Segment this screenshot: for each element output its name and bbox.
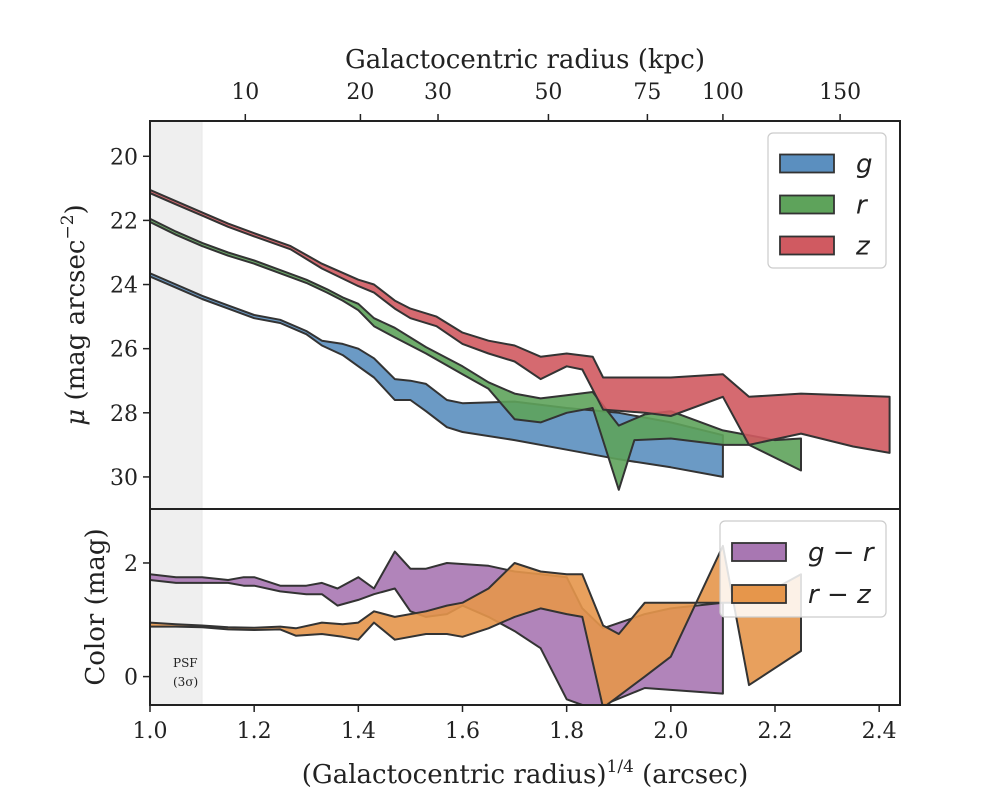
x-axis-label-sup: 1/4 (607, 757, 634, 777)
x-axis-label-unit: (arcsec) (634, 760, 748, 790)
top-legend-swatch-2 (779, 235, 835, 256)
top-y-tick-label-24: 24 (110, 274, 138, 299)
band-z (150, 188, 891, 454)
x-axis-label-base: (Galactocentric radius) (302, 760, 607, 790)
bottom-legend-label-0: g − r (808, 538, 876, 568)
bottom-legend: g − r r − z (719, 520, 887, 618)
bottom-legend-label-1: r − z (808, 580, 872, 610)
bottom-panel-frame (149, 508, 901, 706)
x-tick-label-1.8: 1.8 (549, 719, 584, 744)
x-axis-label: (Galactocentric radius)1/4 (arcsec) (302, 757, 748, 790)
x-tick-label-2.2: 2.2 (758, 719, 793, 744)
top-y-tick-label-28: 28 (110, 402, 138, 427)
top-legend-label-1: r (856, 191, 869, 221)
top-legend-label-0: g (856, 150, 873, 180)
top-legend-swatch-0 (779, 153, 835, 174)
kpc-tick-label-100: 100 (702, 80, 744, 105)
surface-brightness-panel: 20 22 24 26 28 30 grz (110, 120, 901, 515)
top-legend: grz (767, 132, 887, 269)
band-r (150, 217, 802, 491)
bottom-x-axis-ticks: 1.0 1.2 1.4 1.6 1.8 2.0 2.2 2.4 (133, 705, 897, 744)
top-y-axis-label: μ (mag arcsec−2) (58, 204, 91, 425)
kpc-tick-label-75: 75 (633, 80, 661, 105)
bottom-legend-swatch-0 (731, 542, 787, 562)
top-y-axis-ticks: 20 22 24 26 28 30 (110, 145, 150, 491)
x-tick-label-2.4: 2.4 (862, 719, 897, 744)
psf-region-top (149, 120, 203, 510)
color-panel: 02 1.0 1.2 1.4 1.6 1.8 2.0 2.2 2.4 g − rr − z P… (124, 508, 901, 744)
top-y-tick-label-20: 20 (110, 145, 138, 170)
bottom-legend-swatch-1 (731, 584, 787, 604)
x-tick-label-1.4: 1.4 (341, 719, 376, 744)
top-axis-label: Galactocentric radius (kpc) (345, 45, 705, 75)
bottom-y-axis-ticks: 02 (124, 552, 150, 691)
x-tick-label-1.0: 1.0 (133, 719, 168, 744)
kpc-tick-label-30: 30 (424, 80, 452, 105)
band-color-0 (150, 550, 724, 705)
top-y-axis-label-sup: −2 (58, 214, 78, 239)
kpc-tick-label-10: 10 (231, 80, 259, 105)
kpc-axis-ticks: 10 20 30 50 75 100 150 (231, 80, 861, 121)
bottom-y-tick-label-2: 2 (124, 552, 138, 577)
top-y-axis-label-close: ) (61, 204, 91, 214)
top-y-axis-label-text: (mag arcsec (61, 240, 91, 409)
psf-label-line1: PSF (173, 656, 198, 670)
bottom-y-axis-label: Color (mag) (81, 528, 111, 685)
kpc-tick-label-50: 50 (534, 80, 562, 105)
psf-label-line2: (3σ) (173, 675, 198, 689)
bottom-y-tick-label-0: 0 (124, 666, 138, 691)
psf-region-bottom (149, 508, 203, 706)
x-tick-label-2.0: 2.0 (653, 719, 688, 744)
top-y-axis-label-mu: μ (61, 409, 91, 426)
top-panel-bands (150, 188, 891, 491)
top-y-tick-label-22: 22 (110, 209, 138, 234)
kpc-tick-label-20: 20 (346, 80, 374, 105)
x-tick-label-1.6: 1.6 (445, 719, 480, 744)
top-legend-swatch-1 (779, 194, 835, 215)
band-g (150, 272, 724, 478)
x-tick-label-1.2: 1.2 (237, 719, 272, 744)
top-y-tick-label-26: 26 (110, 338, 138, 363)
top-y-tick-label-30: 30 (110, 466, 138, 491)
top-legend-label-2: z (855, 232, 871, 262)
kpc-tick-label-150: 150 (819, 80, 861, 105)
